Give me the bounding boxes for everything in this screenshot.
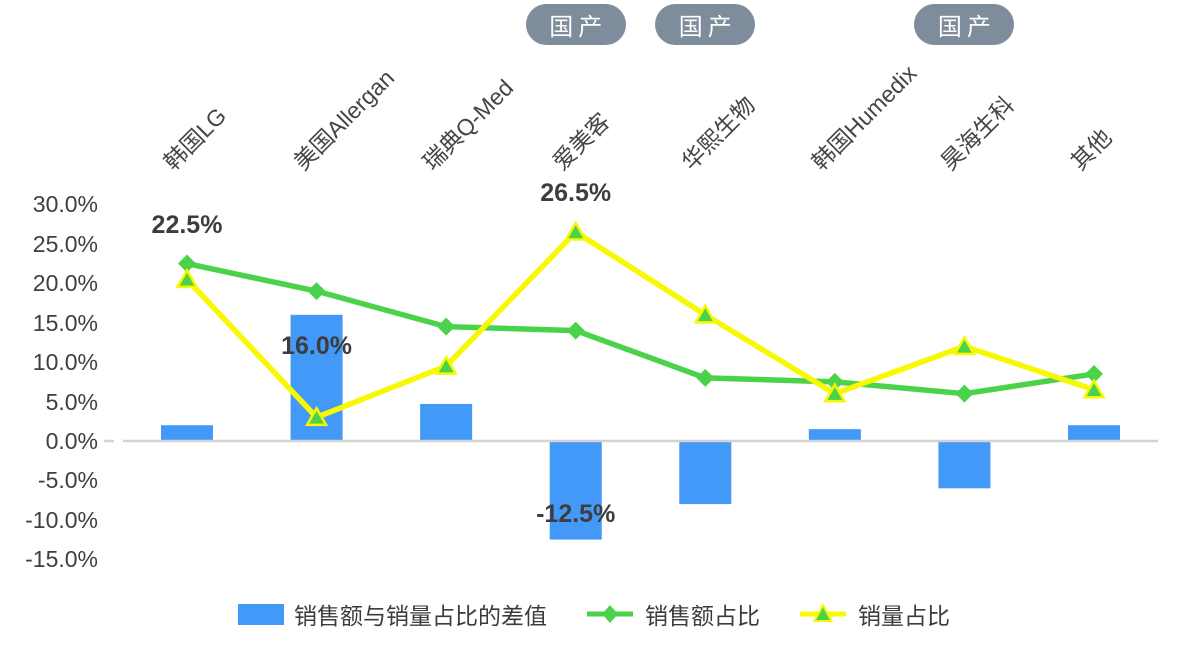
y-axis-tick-label: -10.0% <box>25 506 98 533</box>
domestic-badge-昊海生科: 国产 <box>914 4 1015 45</box>
data-label--12.5%: -12.5% <box>536 499 616 528</box>
y-axis-tick-label: 20.0% <box>32 270 98 297</box>
legend: 销售额与销量占比的差值 销售额占比 销量占比 <box>238 597 950 631</box>
volume-share-marker-爱美客 <box>564 220 588 241</box>
volume-share-marker-美国Allergan <box>304 405 329 427</box>
legend-item-difference: 销售额与销量占比的差值 <box>238 597 547 631</box>
data-label-22.5%: 22.5% <box>151 210 223 239</box>
sales-share-marker-其他 <box>1084 364 1103 383</box>
line-triangle-swatch <box>800 603 846 622</box>
legend-label-sales-share: 销售额占比 <box>645 603 760 629</box>
y-axis-tick-label: 5.0% <box>45 388 98 415</box>
volume-share-marker-瑞典Q-Med <box>434 354 458 375</box>
data-label-16.0%: 16.0% <box>281 331 352 360</box>
legend-item-volume-share: 销量占比 <box>798 597 950 631</box>
sales-share-line <box>186 260 1095 397</box>
legend-item-sales-share: 销售额占比 <box>585 597 760 631</box>
volume-share-marker-韩国Humedix <box>823 382 847 403</box>
sales-share-marker-韩国Humedix <box>825 372 844 391</box>
domestic-badge-爱美客: 国产 <box>525 4 626 45</box>
legend-label-difference: 销售额与销量占比的差值 <box>294 603 547 629</box>
bar-瑞典Q-Med <box>420 403 473 441</box>
data-label-26.5%: 26.5% <box>540 179 612 207</box>
sales-share-marker-华熙生物 <box>696 368 715 387</box>
y-axis-tick-label: -5.0% <box>37 467 98 494</box>
sales-share-marker-美国Allergan <box>307 282 326 301</box>
sales-share-marker-瑞典Q-Med <box>437 317 456 336</box>
bar-韩国LG <box>161 425 213 441</box>
volume-share-marker-韩国LG <box>175 267 199 289</box>
y-axis-tick-label: 15.0% <box>32 309 98 336</box>
y-axis-tick-label: 30.0% <box>32 191 98 218</box>
volume-share-line <box>184 229 1095 421</box>
legend-label-volume-share: 销量占比 <box>858 603 950 629</box>
sales-share-marker-韩国LG <box>178 254 196 273</box>
y-axis-tick-label: -15.0% <box>25 546 98 573</box>
y-axis-tick-label: 25.0% <box>32 230 98 257</box>
sales-share-marker-昊海生科 <box>955 384 974 403</box>
bar-其他 <box>1067 425 1120 441</box>
bar-华熙生物 <box>679 441 732 505</box>
volume-share-marker-华熙生物 <box>693 303 717 324</box>
bar-爱美客 <box>549 441 602 540</box>
bar-昊海生科 <box>938 441 991 489</box>
volume-share-marker-昊海生科 <box>952 334 977 356</box>
line-diamond-swatch <box>587 605 633 623</box>
bar-series-swatch <box>238 603 284 625</box>
sales-share-marker-爱美客 <box>566 321 585 340</box>
y-axis-tick-label: 10.0% <box>32 349 98 376</box>
y-axis-tick-label: 0.0% <box>45 428 98 454</box>
volume-share-marker-其他 <box>1082 378 1106 399</box>
domestic-badge-华熙生物: 国产 <box>655 4 756 45</box>
bar-韩国Humedix <box>808 429 861 441</box>
